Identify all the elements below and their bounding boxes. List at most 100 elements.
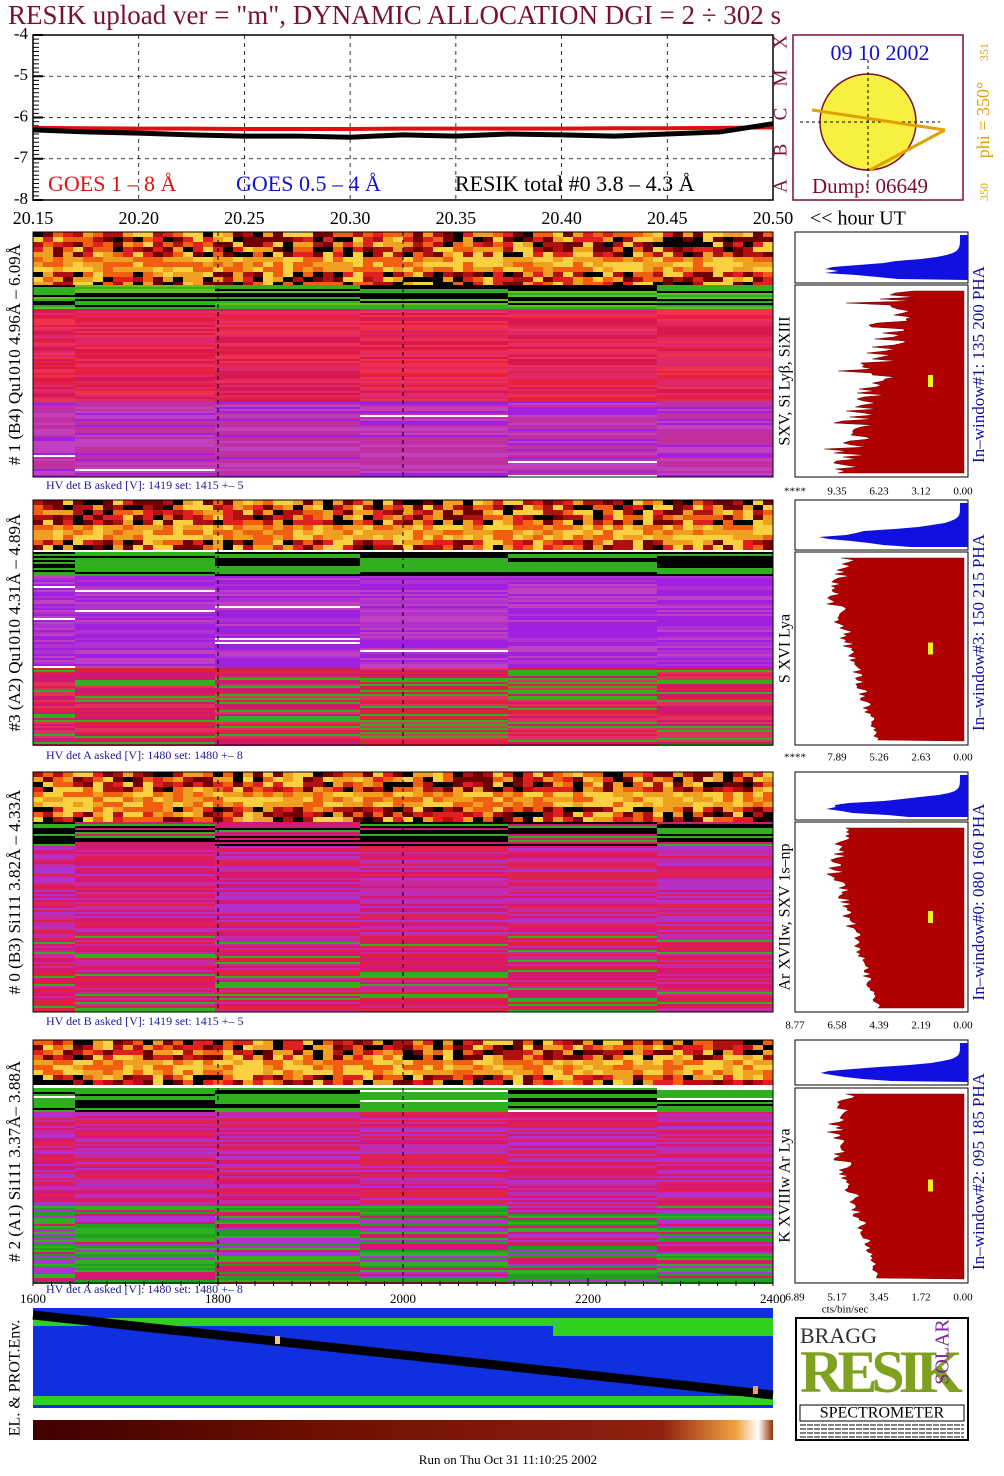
strip-cell (603, 277, 613, 282)
strip-cell (743, 782, 753, 787)
spectrum-row (360, 728, 508, 730)
strip-cell (403, 272, 413, 277)
spectrum-row (508, 726, 657, 728)
strip-cell (113, 782, 123, 787)
spectrum-row (215, 982, 360, 984)
strip-cell (663, 1060, 673, 1065)
spectrum-row (215, 379, 360, 381)
strip-cell (83, 530, 93, 535)
spectrum-row (508, 882, 657, 884)
spectrum-row (215, 445, 360, 447)
strip-cell (543, 540, 553, 545)
spectrum-row (657, 702, 773, 704)
strip-cell (403, 797, 413, 802)
strip-cell (653, 242, 663, 247)
spectrum-row (75, 998, 215, 1000)
strip-cell (163, 252, 173, 257)
strip-cell (103, 1040, 113, 1045)
spectrum-row (33, 954, 75, 956)
strip-cell (323, 262, 333, 267)
spectrum-row (360, 888, 508, 890)
strip-cell (603, 515, 613, 520)
strip-cell (613, 1075, 623, 1080)
strip-cell (603, 232, 613, 237)
strip-cell (523, 242, 533, 247)
spectrum-row (215, 471, 360, 473)
strip-cell (513, 232, 523, 237)
strip-cell (463, 282, 473, 287)
strip-cell (113, 257, 123, 262)
strip-cell (113, 530, 123, 535)
spectrum-row (75, 471, 215, 473)
strip-cell (723, 252, 733, 257)
strip-cell (573, 520, 583, 525)
strip-cell (43, 237, 53, 242)
spectrum-row (360, 872, 508, 874)
spectrum-row (360, 990, 508, 992)
spectrum-row (33, 1230, 75, 1232)
strip-cell (173, 520, 183, 525)
strip-cell (353, 1050, 363, 1055)
strip-cell (303, 1050, 313, 1055)
spectrum-row (657, 397, 773, 399)
strip-cell (683, 252, 693, 257)
strip-cell (643, 500, 653, 505)
spectrum-row (360, 878, 508, 880)
strip-cell (673, 510, 683, 515)
strip-cell (303, 232, 313, 237)
spectrum-row (75, 726, 215, 728)
strip-cell (463, 782, 473, 787)
spectrum-row (508, 303, 657, 305)
strip-cell (603, 242, 613, 247)
strip-cell (343, 1060, 353, 1065)
spectrum-row (33, 1112, 75, 1114)
strip-cell (613, 277, 623, 282)
strip-cell (263, 500, 273, 505)
spectrum-row (33, 351, 75, 353)
spectrum-row (360, 299, 508, 301)
strip-cell (313, 812, 323, 817)
spectrum-row (657, 926, 773, 928)
spectrum-row (360, 556, 508, 558)
strip-cell (423, 1065, 433, 1070)
spectrum-row (33, 1208, 75, 1210)
spectrum-row (75, 1098, 215, 1100)
spectrum-row (657, 337, 773, 339)
strip-cell (503, 515, 513, 520)
strip-cell (683, 242, 693, 247)
strip-cell (743, 267, 753, 272)
spectrum-row (33, 473, 75, 475)
spectrum-row (508, 407, 657, 409)
strip-cell (53, 267, 63, 272)
spectrum-row (508, 602, 657, 604)
spectrum-row (508, 389, 657, 391)
spectrum-row (657, 335, 773, 337)
strip-cell (453, 797, 463, 802)
strip-cell (323, 242, 333, 247)
strip-cell (223, 777, 233, 782)
strip-cell (163, 1080, 173, 1085)
spectrum-row (657, 1000, 773, 1002)
strip-cell (183, 802, 193, 807)
spectrum-row (215, 628, 360, 630)
strip-cell (453, 545, 463, 550)
strip-cell (253, 500, 263, 505)
strip-cell (483, 252, 493, 257)
strip-cell (763, 792, 773, 797)
spectrum-row (33, 864, 75, 866)
strip-cell (613, 247, 623, 252)
spectrum-row (508, 982, 657, 984)
strip-cell (443, 535, 453, 540)
strip-cell (183, 807, 193, 812)
spectrum-row (75, 311, 215, 313)
strip-cell (343, 1045, 353, 1050)
strip-cell (73, 277, 83, 282)
strip-cell (553, 772, 563, 777)
strip-cell (723, 277, 733, 282)
spectrum-row (215, 297, 360, 299)
spectrum-row (360, 387, 508, 389)
spectrum-row (75, 588, 215, 590)
spectrum-row (360, 590, 508, 592)
strip-cell (53, 1045, 63, 1050)
spectrum-row (33, 309, 75, 311)
